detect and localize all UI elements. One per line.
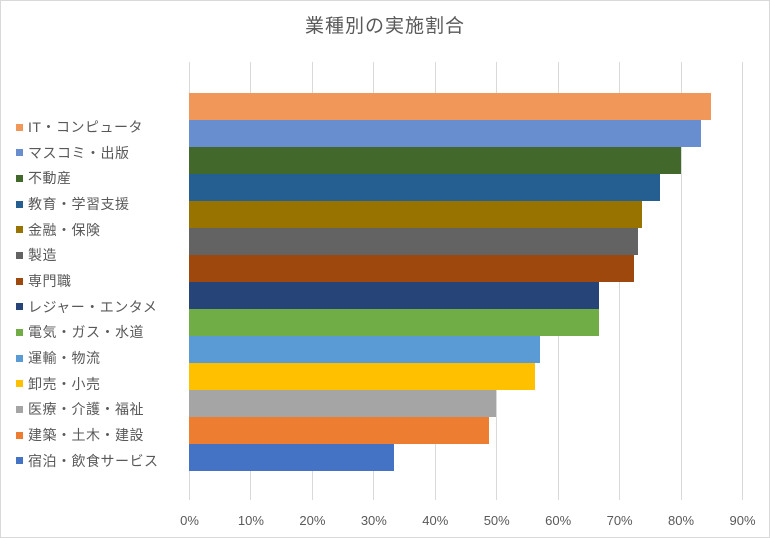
bar: [189, 227, 638, 255]
bar: [189, 200, 643, 228]
legend-item: 医療・介護・福祉: [1, 396, 186, 422]
bar: [189, 173, 660, 201]
x-tick-label: 40%: [422, 513, 449, 528]
legend-label: 卸売・小売: [28, 375, 101, 392]
bar: [189, 308, 599, 336]
chart-title: 業種別の実施割合: [304, 16, 465, 37]
x-tick-label: 50%: [483, 513, 510, 528]
legend-label: 宿泊・飲食サービス: [28, 452, 159, 469]
plot-area: [188, 62, 744, 500]
x-tick-label: 80%: [668, 513, 695, 528]
legend: IT・コンピュータ マスコミ・出版 不動産 教育・学習支援 金融・保険 製造 専…: [1, 114, 186, 473]
legend-marker-icon: [16, 200, 23, 208]
gridline: [742, 62, 743, 500]
legend-label: 製造: [28, 247, 57, 264]
legend-marker-icon: [16, 457, 23, 465]
legend-marker-icon: [16, 405, 23, 413]
legend-label: IT・コンピュータ: [28, 119, 143, 135]
legend-label: レジャー・エンタメ: [28, 298, 158, 315]
legend-item: 製造: [1, 242, 186, 268]
x-tick-label: 90%: [729, 513, 756, 528]
x-tick-label: 60%: [545, 513, 572, 528]
x-tick-label: 70%: [606, 513, 633, 528]
bar: [189, 389, 497, 417]
legend-item: 建築・土木・建設: [1, 422, 186, 448]
x-tick-label: 10%: [237, 513, 264, 528]
legend-marker-icon: [16, 226, 23, 234]
bar: [189, 362, 535, 390]
legend-marker-icon: [16, 328, 23, 336]
gridline: [680, 62, 682, 500]
legend-label: 不動産: [28, 170, 72, 187]
bar: [189, 281, 599, 309]
legend-item: 専門職: [1, 268, 186, 294]
legend-item: 宿泊・飲食サービス: [1, 448, 186, 474]
legend-label: 医療・介護・福祉: [28, 401, 144, 418]
legend-label: マスコミ・出版: [28, 144, 130, 161]
bar: [189, 146, 682, 174]
x-tick-label: 30%: [360, 513, 387, 528]
bar: [189, 254, 634, 282]
legend-item: レジャー・エンタメ: [1, 294, 186, 320]
legend-marker-icon: [16, 303, 23, 311]
legend-item: 卸売・小売: [1, 371, 186, 397]
x-tick-label: 20%: [299, 513, 326, 528]
bar: [189, 335, 540, 363]
bar: [189, 92, 711, 120]
legend-marker-icon: [16, 277, 23, 285]
legend-marker-icon: [16, 251, 23, 259]
legend-marker-icon: [16, 174, 23, 182]
legend-item: IT・コンピュータ: [1, 114, 186, 140]
legend-marker-icon: [16, 149, 23, 157]
legend-item: 不動産: [1, 165, 186, 191]
legend-label: 運輸・物流: [28, 350, 101, 367]
bar: [189, 416, 490, 444]
x-tick-label: 0%: [180, 513, 199, 528]
legend-marker-icon: [16, 380, 23, 388]
bar: [189, 119, 701, 147]
legend-item: 電気・ガス・水道: [1, 319, 186, 345]
legend-marker-icon: [16, 123, 23, 131]
legend-item: 運輸・物流: [1, 345, 186, 371]
legend-item: 金融・保険: [1, 217, 186, 243]
legend-item: 教育・学習支援: [1, 191, 186, 217]
legend-label: 専門職: [28, 273, 72, 290]
legend-label: 建築・土木・建設: [28, 427, 144, 444]
legend-marker-icon: [16, 354, 23, 362]
legend-label: 電気・ガス・水道: [28, 324, 144, 341]
bar-series: [189, 92, 742, 471]
legend-label: 金融・保険: [28, 221, 101, 238]
legend-label: 教育・学習支援: [28, 196, 130, 213]
bar: [189, 443, 394, 471]
legend-marker-icon: [16, 431, 23, 439]
legend-item: マスコミ・出版: [1, 140, 186, 166]
